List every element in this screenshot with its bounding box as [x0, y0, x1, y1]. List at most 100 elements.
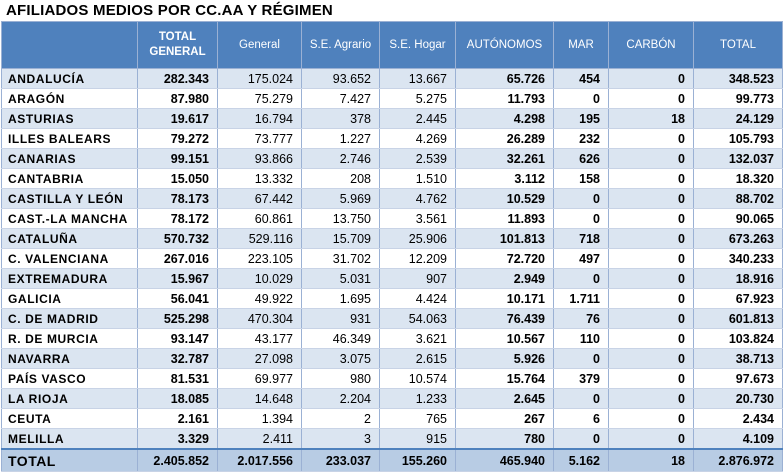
header-autonomos: AUTÓNOMOS	[455, 21, 554, 69]
total-cell: 4.109	[693, 428, 783, 450]
table-row: ANDALUCÍA 282.343 175.024 93.652 13.667 65.72…	[1, 68, 783, 89]
total-general-cell: 19.617	[137, 108, 218, 129]
header-se-hogar: S.E. Hogar	[379, 21, 456, 69]
carbon-cell: 0	[608, 428, 694, 450]
autonomos-cell: 267	[455, 408, 554, 429]
carbon-cell: 0	[608, 148, 694, 169]
total-cell: 20.730	[693, 388, 783, 409]
mar-cell: 0	[553, 388, 609, 409]
affiliates-table: TOTAL GENERAL General S.E. Agrario S.E. …	[1, 21, 783, 472]
se-agrario-cell: 378	[301, 108, 380, 129]
autonomos-cell: 72.720	[455, 248, 554, 269]
autonomos-cell: 10.567	[455, 328, 554, 349]
total-general-cell: 18.085	[137, 388, 218, 409]
total-general-cell: 93.147	[137, 328, 218, 349]
general-cell: 470.304	[217, 308, 302, 329]
general-cell: 10.029	[217, 268, 302, 289]
general-cell: 14.648	[217, 388, 302, 409]
mar-cell: 0	[553, 268, 609, 289]
carbon-cell: 0	[608, 368, 694, 389]
se-hogar-cell: 4.424	[379, 288, 456, 309]
carbon-cell: 0	[608, 88, 694, 109]
total-cell: 67.923	[693, 288, 783, 309]
total-general-cell: 282.343	[137, 68, 218, 89]
total-general-cell: 15.050	[137, 168, 218, 189]
region-name: CATALUÑA	[1, 228, 138, 249]
totals-row: TOTAL 2.405.852 2.017.556 233.037 155.260 465…	[1, 448, 783, 472]
table-row: CATALUÑA 570.732 529.116 15.709 25.906 101.81…	[1, 228, 783, 249]
total-cell: 601.813	[693, 308, 783, 329]
se-agrario-cell: 980	[301, 368, 380, 389]
general-cell: 175.024	[217, 68, 302, 89]
total-cell: 103.824	[693, 328, 783, 349]
total-cell: 348.523	[693, 68, 783, 89]
table-body: ANDALUCÍA 282.343 175.024 93.652 13.667 65.72…	[1, 68, 783, 472]
table-row: C. VALENCIANA 267.016 223.105 31.702 12.209 7…	[1, 248, 783, 269]
total-general-cell: 267.016	[137, 248, 218, 269]
general-cell: 73.777	[217, 128, 302, 149]
autonomos-cell: 2.949	[455, 268, 554, 289]
mar-cell: 497	[553, 248, 609, 269]
carbon-cell: 0	[608, 128, 694, 149]
carbon-cell: 0	[608, 268, 694, 289]
se-hogar-cell: 1.510	[379, 168, 456, 189]
autonomos-cell: 101.813	[455, 228, 554, 249]
mar-cell: 0	[553, 88, 609, 109]
general-cell: 67.442	[217, 188, 302, 209]
total-general-cell: 32.787	[137, 348, 218, 369]
general-cell: 2.411	[217, 428, 302, 450]
carbon-cell: 0	[608, 308, 694, 329]
se-hogar-cell: 3.621	[379, 328, 456, 349]
autonomos-cell: 10.529	[455, 188, 554, 209]
header-se-agrario: S.E. Agrario	[301, 21, 380, 69]
autonomos-cell: 5.926	[455, 348, 554, 369]
autonomos-cell: 32.261	[455, 148, 554, 169]
table-row: ILLES BALEARS 79.272 73.777 1.227 4.269 26.28…	[1, 128, 783, 149]
se-agrario-cell: 1.227	[301, 128, 380, 149]
total-cell: 2.434	[693, 408, 783, 429]
general-cell: 13.332	[217, 168, 302, 189]
se-hogar-cell: 13.667	[379, 68, 456, 89]
total-general-cell: 2.161	[137, 408, 218, 429]
table-row: ASTURIAS 19.617 16.794 378 2.445 4.298 195 18 24…	[1, 108, 783, 129]
general-cell: 1.394	[217, 408, 302, 429]
region-name: ASTURIAS	[1, 108, 138, 129]
se-hogar-cell: 12.209	[379, 248, 456, 269]
region-name: GALICIA	[1, 288, 138, 309]
total-cell: 105.793	[693, 128, 783, 149]
total-general-cell: 81.531	[137, 368, 218, 389]
region-name: R. DE MURCIA	[1, 328, 138, 349]
se-hogar-cell: 5.275	[379, 88, 456, 109]
carbon-cell: 0	[608, 328, 694, 349]
carbon-cell: 0	[608, 208, 694, 229]
se-hogar-cell: 765	[379, 408, 456, 429]
se-hogar-cell: 4.762	[379, 188, 456, 209]
mar-cell: 195	[553, 108, 609, 129]
general-cell: 60.861	[217, 208, 302, 229]
se-agrario-cell: 208	[301, 168, 380, 189]
total-general-cell: 15.967	[137, 268, 218, 289]
region-name: CEUTA	[1, 408, 138, 429]
se-hogar-cell: 10.574	[379, 368, 456, 389]
general-cell: 223.105	[217, 248, 302, 269]
carbon-cell: 0	[608, 348, 694, 369]
mar-cell: 76	[553, 308, 609, 329]
total-cell: 99.773	[693, 88, 783, 109]
se-agrario-cell: 931	[301, 308, 380, 329]
carbon-cell: 18	[608, 448, 694, 472]
total-general-cell: 99.151	[137, 148, 218, 169]
se-hogar-cell: 25.906	[379, 228, 456, 249]
se-agrario-cell: 5.969	[301, 188, 380, 209]
general-cell: 2.017.556	[217, 448, 302, 472]
carbon-cell: 0	[608, 408, 694, 429]
autonomos-cell: 76.439	[455, 308, 554, 329]
autonomos-cell: 11.893	[455, 208, 554, 229]
table-row: GALICIA 56.041 49.922 1.695 4.424 10.171 1.711…	[1, 288, 783, 309]
total-cell: 24.129	[693, 108, 783, 129]
carbon-cell: 0	[608, 188, 694, 209]
total-cell: 90.065	[693, 208, 783, 229]
autonomos-cell: 465.940	[455, 448, 554, 472]
se-agrario-cell: 3.075	[301, 348, 380, 369]
autonomos-cell: 26.289	[455, 128, 554, 149]
autonomos-cell: 4.298	[455, 108, 554, 129]
